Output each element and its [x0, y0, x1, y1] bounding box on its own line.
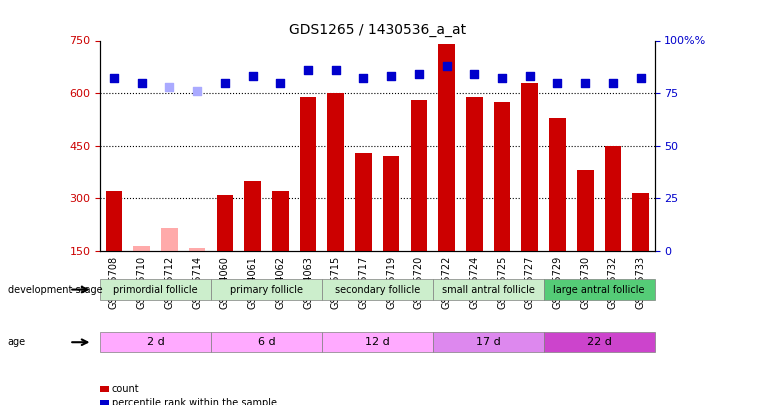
Point	[330, 67, 342, 73]
Point	[136, 79, 148, 86]
Bar	[577, 171, 594, 251]
Text: secondary follicle: secondary follicle	[335, 285, 420, 294]
Bar	[327, 93, 344, 251]
Text: small antral follicle: small antral follicle	[442, 285, 534, 294]
Point	[579, 79, 591, 86]
Bar	[632, 193, 649, 251]
Text: 22 d: 22 d	[587, 337, 611, 347]
Text: percentile rank within the sample: percentile rank within the sample	[112, 398, 276, 405]
Bar	[161, 228, 178, 251]
Point	[634, 75, 647, 82]
Point	[163, 83, 176, 90]
Text: large antral follicle: large antral follicle	[554, 285, 644, 294]
Point	[302, 67, 314, 73]
Point	[191, 88, 203, 94]
Point	[413, 71, 425, 77]
Bar	[133, 246, 150, 251]
Point	[357, 75, 370, 82]
Point	[551, 79, 564, 86]
Bar	[383, 156, 400, 251]
Point	[440, 62, 453, 69]
Bar	[549, 118, 566, 251]
Point	[274, 79, 286, 86]
Bar	[521, 83, 538, 251]
Point	[108, 75, 120, 82]
Text: primordial follicle: primordial follicle	[113, 285, 198, 294]
Bar	[244, 181, 261, 251]
Bar	[438, 44, 455, 251]
Point	[468, 71, 480, 77]
Title: GDS1265 / 1430536_a_at: GDS1265 / 1430536_a_at	[289, 23, 466, 37]
Text: 6 d: 6 d	[258, 337, 275, 347]
Point	[219, 79, 231, 86]
Text: 17 d: 17 d	[476, 337, 501, 347]
Text: development stage: development stage	[8, 285, 102, 294]
Point	[496, 75, 508, 82]
Bar	[494, 102, 511, 251]
Text: age: age	[8, 337, 26, 347]
Bar	[272, 192, 289, 251]
Text: 2 d: 2 d	[146, 337, 165, 347]
Text: primary follicle: primary follicle	[230, 285, 303, 294]
Point	[524, 73, 536, 79]
Text: count: count	[112, 384, 139, 394]
Point	[246, 73, 259, 79]
Text: 12 d: 12 d	[365, 337, 390, 347]
Bar	[604, 146, 621, 251]
Bar	[105, 192, 122, 251]
Bar	[466, 97, 483, 251]
Bar	[216, 195, 233, 251]
Bar	[300, 97, 316, 251]
Bar	[189, 247, 206, 251]
Bar	[410, 100, 427, 251]
Point	[607, 79, 619, 86]
Bar	[355, 153, 372, 251]
Point	[385, 73, 397, 79]
